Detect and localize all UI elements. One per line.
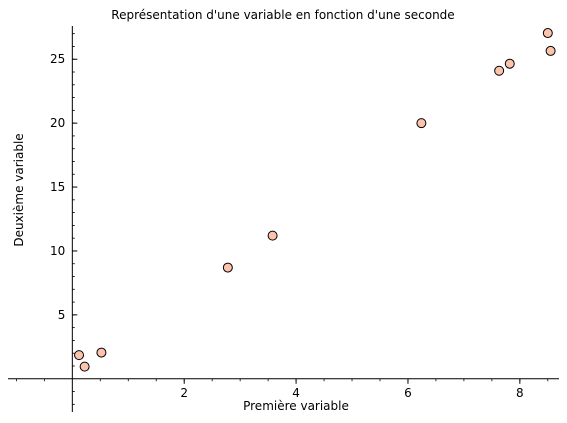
y-tick-label: 10 <box>50 244 65 258</box>
y-tick-label: 20 <box>50 116 65 130</box>
data-point <box>494 65 505 76</box>
data-point <box>542 28 553 39</box>
data-point <box>222 262 233 273</box>
data-point <box>504 58 515 69</box>
data-point <box>416 118 427 129</box>
x-tick-label: 6 <box>404 386 412 400</box>
data-point <box>545 45 556 56</box>
x-tick-label: 4 <box>292 386 300 400</box>
y-tick-label: 5 <box>58 308 66 322</box>
x-axis-label: Première variable <box>243 399 349 413</box>
y-tick-label: 15 <box>50 180 65 194</box>
data-points <box>74 28 556 372</box>
data-point <box>267 230 278 241</box>
data-point <box>96 347 107 358</box>
x-tick-label: 2 <box>180 386 188 400</box>
chart-title: Représentation d'une variable en fonctio… <box>111 8 454 22</box>
y-axis-label: Deuxième variable <box>12 133 26 246</box>
data-point <box>74 350 85 361</box>
axes: 2 4 6 8 5 10 15 20 25 <box>8 26 559 412</box>
y-tick-label: 25 <box>50 52 65 66</box>
data-point <box>79 361 90 372</box>
x-tick-label: 8 <box>516 386 524 400</box>
